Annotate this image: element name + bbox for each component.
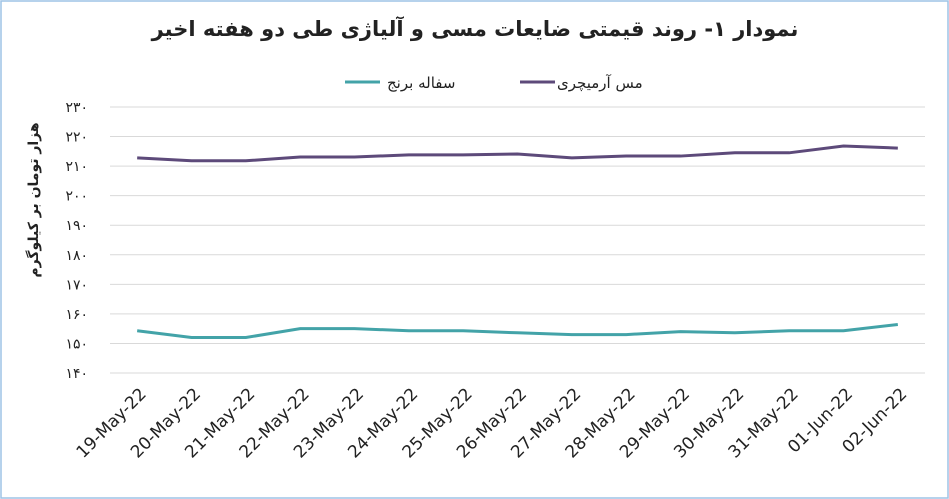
y-tick-label: ۱۷۰: [65, 277, 88, 293]
legend-label: مس آرمیچری: [557, 74, 643, 92]
series-line: [137, 144, 898, 163]
y-tick-label: ۲۳۰: [65, 100, 88, 116]
y-tick-label: ۲۱۰: [65, 159, 88, 175]
y-tick-label: ۱۹۰: [65, 218, 88, 234]
y-tick-label: ۱۴۰: [65, 366, 88, 382]
y-tick-label: ۱۶۰: [65, 307, 88, 323]
series-line: [136, 323, 899, 340]
y-tick-label: ۱۵۰: [65, 336, 88, 352]
y-tick-label: ۲۰۰: [65, 189, 88, 205]
legend-label: سفاله برنج: [387, 74, 455, 92]
y-tick-label: ۱۸۰: [65, 248, 88, 264]
y-axis-label: هزار تومان بر کیلوگرم: [25, 122, 42, 277]
chart-title: نمودار ۱- روند قیمتی ضایعات مسی و آلیاژی…: [151, 16, 799, 41]
y-tick-label: ۲۲۰: [65, 130, 88, 146]
